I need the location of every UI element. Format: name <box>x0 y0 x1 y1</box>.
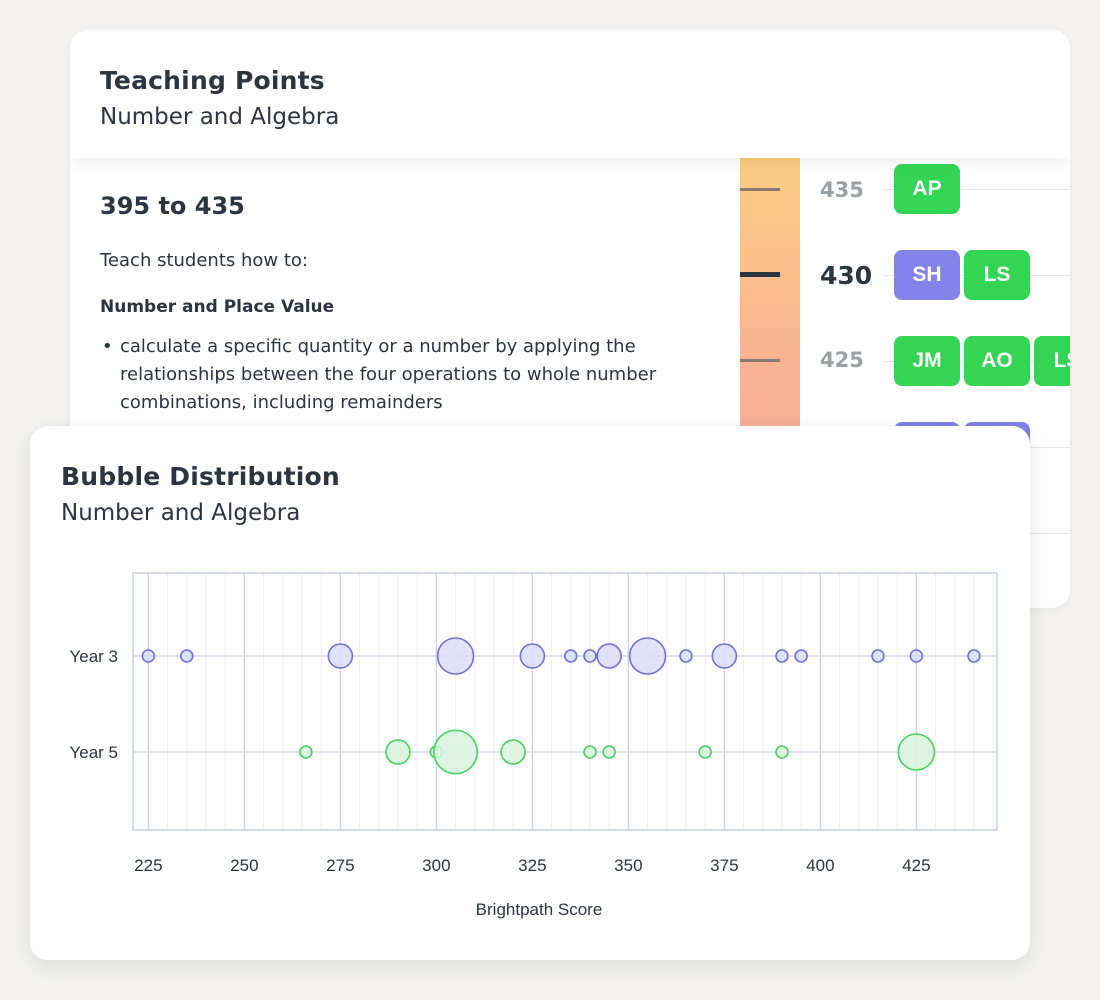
score-range-heading: 395 to 435 <box>100 192 245 220</box>
bubble-point <box>794 649 808 663</box>
row-divider <box>884 189 1070 190</box>
bubble-point <box>433 729 478 775</box>
teaching-intro: Teach students how to: <box>100 250 308 271</box>
x-tick-label: 375 <box>710 856 738 875</box>
bubble-point <box>711 643 738 669</box>
teaching-point-text: calculate a specific quantity or a numbe… <box>120 336 657 413</box>
student-badge[interactable]: JM <box>894 336 960 386</box>
scale-tick <box>740 188 780 191</box>
section-heading: Number and Place Value <box>100 297 335 317</box>
x-tick-label: 350 <box>614 856 642 875</box>
x-tick-label: 275 <box>326 856 354 875</box>
bubble-point <box>583 649 597 663</box>
bubble-distribution-card: Bubble Distribution Number and Algebra 2… <box>30 426 1030 960</box>
x-tick-label: 225 <box>134 856 162 875</box>
teaching-points-title: Teaching Points <box>100 66 325 95</box>
scale-tick <box>740 359 780 362</box>
bubble-point <box>679 649 693 663</box>
bubble-point <box>141 649 156 663</box>
teaching-point-item: • calculate a specific quantity or a num… <box>100 333 720 417</box>
bubble-distribution-subtitle: Number and Algebra <box>61 500 301 526</box>
bubble-point <box>583 745 597 759</box>
bubble-point <box>628 637 667 675</box>
teaching-points-subtitle: Number and Algebra <box>100 104 340 130</box>
bubble-chart: 225 250 275 300 325 350 375 400 425 Year 3 Year 5 B… <box>69 572 998 919</box>
student-badge[interactable]: AO <box>964 336 1030 386</box>
x-tick-label: 300 <box>422 856 450 875</box>
student-badge[interactable]: SH <box>894 250 960 300</box>
bubble-point <box>563 649 578 663</box>
bubble-distribution-title: Bubble Distribution <box>61 462 340 491</box>
y-category-label: Year 3 <box>69 647 118 666</box>
x-tick-label: 250 <box>230 856 258 875</box>
score-label-current: 430 <box>820 261 873 290</box>
bubble-point <box>602 745 616 759</box>
bubble-point <box>327 643 354 669</box>
score-row-435: 435 AP <box>800 146 1070 232</box>
bullet-marker: • <box>102 336 113 357</box>
student-badge[interactable]: LS <box>964 250 1030 300</box>
student-badge[interactable]: AP <box>894 164 960 214</box>
bubble-point <box>897 733 936 771</box>
x-tick-label: 325 <box>518 856 546 875</box>
y-category-label: Year 5 <box>69 743 118 762</box>
bubble-point <box>385 739 411 765</box>
score-row-430: 430 SH LS <box>800 232 1070 318</box>
teaching-points-header: Teaching Points Number and Algebra <box>70 30 1070 158</box>
x-tick-label: 425 <box>902 856 930 875</box>
bubble-point <box>436 637 475 675</box>
bubble-point <box>179 649 194 663</box>
plot-frame <box>132 572 998 831</box>
bubble-point <box>596 643 622 669</box>
bubble-point <box>871 649 885 663</box>
student-badge[interactable]: LS <box>1034 336 1070 386</box>
bubble-point <box>775 649 789 663</box>
bubble-point <box>698 745 712 759</box>
bubble-point <box>298 745 313 759</box>
bubble-point <box>519 643 546 669</box>
bubble-point <box>775 745 789 759</box>
bubble-point <box>500 739 526 765</box>
score-row-425: 425 JM AO LS <box>800 318 1070 404</box>
score-label: 425 <box>820 348 864 372</box>
bubble-point <box>967 649 981 663</box>
bubble-point <box>909 649 924 663</box>
score-label: 435 <box>820 178 864 202</box>
x-tick-label: 400 <box>806 856 834 875</box>
x-axis-title: Brightpath Score <box>476 900 603 919</box>
scale-tick-current <box>740 272 780 277</box>
